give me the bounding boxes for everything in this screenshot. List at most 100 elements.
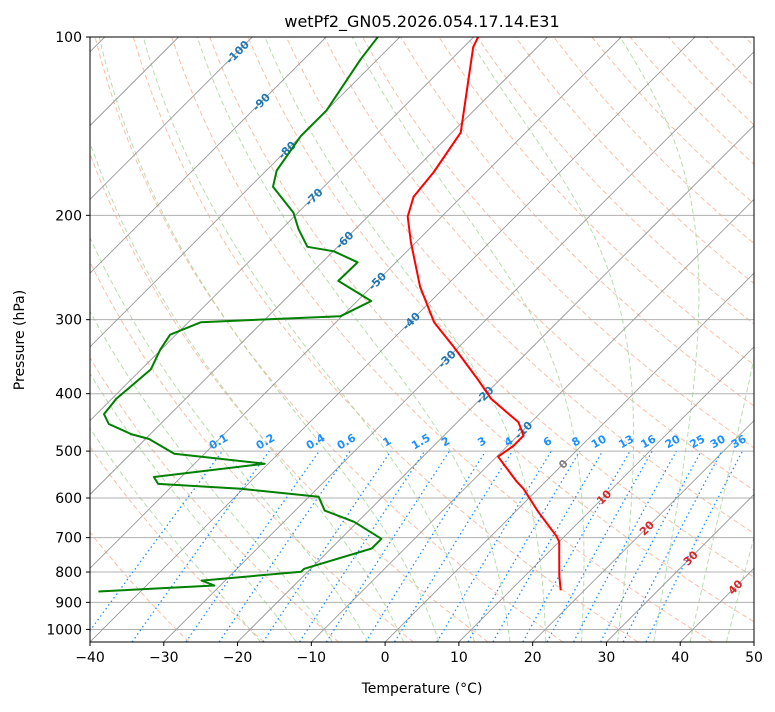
dry-adiabat (172, 37, 713, 642)
isotherm-label: -40 (400, 309, 423, 332)
dry-adiabat (630, 37, 775, 642)
mixing-ratio-line (547, 451, 652, 642)
mixing-ratio-label: 0.6 (335, 431, 359, 452)
mixing-ratio-label: 0.2 (254, 431, 277, 452)
dry-adiabat (0, 37, 189, 642)
y-tick-label: 400 (55, 387, 82, 403)
isotherm-line (385, 37, 775, 642)
isotherm-label: -50 (366, 269, 389, 292)
isotherm-label: 0 (556, 457, 571, 472)
mixing-ratio-line (646, 451, 743, 642)
isotherm-label: -100 (223, 38, 252, 67)
mixing-ratio-label: 30 (708, 432, 728, 451)
dry-adiabat (592, 37, 775, 642)
mixing-ratio-label: 6 (541, 434, 554, 449)
y-tick-label: 100 (55, 30, 82, 46)
dry-adiabat (668, 37, 775, 642)
y-tick-label: 500 (55, 444, 82, 460)
isotherm-line (459, 37, 775, 642)
x-tick-label: 0 (381, 650, 390, 666)
dry-adiabat (477, 37, 775, 642)
dry-adiabat (439, 37, 775, 642)
dry-adiabat (133, 37, 638, 642)
x-tick-label: 20 (524, 650, 542, 666)
dry-adiabat (57, 37, 488, 642)
mixing-ratio-line (132, 451, 269, 642)
mixing-ratio-line (395, 451, 513, 642)
isotherm-label: -30 (436, 347, 459, 370)
mixing-ratio-line (219, 451, 350, 642)
y-tick-label: 1000 (46, 622, 82, 638)
x-tick-label: −10 (297, 650, 327, 666)
moist-adiabat (99, 37, 439, 642)
mixing-ratio-line (82, 451, 223, 642)
moist-adiabat (197, 37, 510, 642)
y-tick-label: 300 (55, 313, 82, 329)
dry-adiabat (19, 37, 414, 642)
mixing-ratio-line (263, 451, 391, 642)
mixing-ratio-label: 8 (570, 434, 583, 449)
mixing-ratio-label: 2 (439, 434, 452, 449)
moist-adiabat (31, 37, 368, 642)
isotherm-label: -70 (302, 185, 325, 208)
isotherm-line (16, 37, 621, 642)
x-tick-label: 50 (745, 650, 763, 666)
mixing-ratio-line (623, 451, 722, 642)
isotherm-line (533, 37, 775, 642)
dry-adiabat (707, 37, 775, 642)
dry-adiabat (554, 37, 775, 642)
isotherm-label: -60 (333, 228, 356, 251)
x-tick-label: 40 (671, 650, 689, 666)
isotherm-label: -90 (250, 90, 273, 113)
moist-adiabat (0, 37, 260, 642)
y-tick-label: 900 (55, 595, 82, 611)
y-tick-label: 600 (55, 491, 82, 507)
isotherm-line (164, 37, 769, 642)
y-tick-label: 800 (55, 565, 82, 581)
x-tick-label: −20 (223, 650, 253, 666)
dry-adiabat (0, 37, 264, 642)
isotherm-line (0, 37, 326, 642)
mixing-ratio-label: 36 (729, 432, 749, 451)
x-tick-label: −40 (75, 650, 105, 666)
y-tick-label: 200 (55, 208, 82, 224)
isotherm-label: -10 (512, 418, 535, 441)
isotherm-line (0, 37, 400, 642)
mixing-ratio-label: 4 (502, 434, 515, 449)
chart-title: wetPf2_GN05.2026.054.17.14.E31 (284, 12, 559, 32)
dry-adiabat (363, 37, 775, 642)
moist-adiabat (62, 37, 403, 642)
isotherm-label: 40 (726, 577, 746, 597)
mixing-ratio-label: 25 (688, 432, 708, 451)
moist-adiabat (690, 37, 775, 642)
x-tick-label: 30 (598, 650, 616, 666)
mixing-ratio-line (300, 451, 425, 642)
mixing-ratio-line (574, 451, 677, 642)
dry-adiabat (745, 37, 775, 642)
isotherm-line (0, 37, 252, 642)
dry-adiabat (516, 37, 775, 642)
y-axis-label: Pressure (hPa) (12, 290, 28, 390)
isotherm-line (0, 37, 547, 642)
isotherm-line (90, 37, 695, 642)
mixing-ratio-label: 1.5 (409, 431, 432, 452)
background-lines (0, 37, 775, 642)
dewpoint-profile-line (98, 37, 381, 592)
moist-adiabat (727, 37, 775, 642)
mixing-ratio-label: 0.4 (304, 431, 328, 452)
isotherm-line (754, 37, 775, 642)
mixing-ratio-label: 0.1 (207, 431, 230, 452)
dry-adiabat (0, 37, 339, 642)
x-axis-label: Temperature (°C) (361, 681, 483, 697)
plot-frame (90, 37, 754, 642)
y-tick-label: 700 (55, 531, 82, 547)
isotherm-label: -20 (473, 383, 496, 406)
mixing-ratio-line (326, 451, 449, 642)
mixing-ratio-line (601, 451, 702, 642)
x-tick-label: −30 (149, 650, 179, 666)
x-tick-label: 10 (450, 650, 468, 666)
mixing-ratio-label: 3 (475, 434, 488, 449)
isotherm-label: 10 (594, 487, 614, 507)
